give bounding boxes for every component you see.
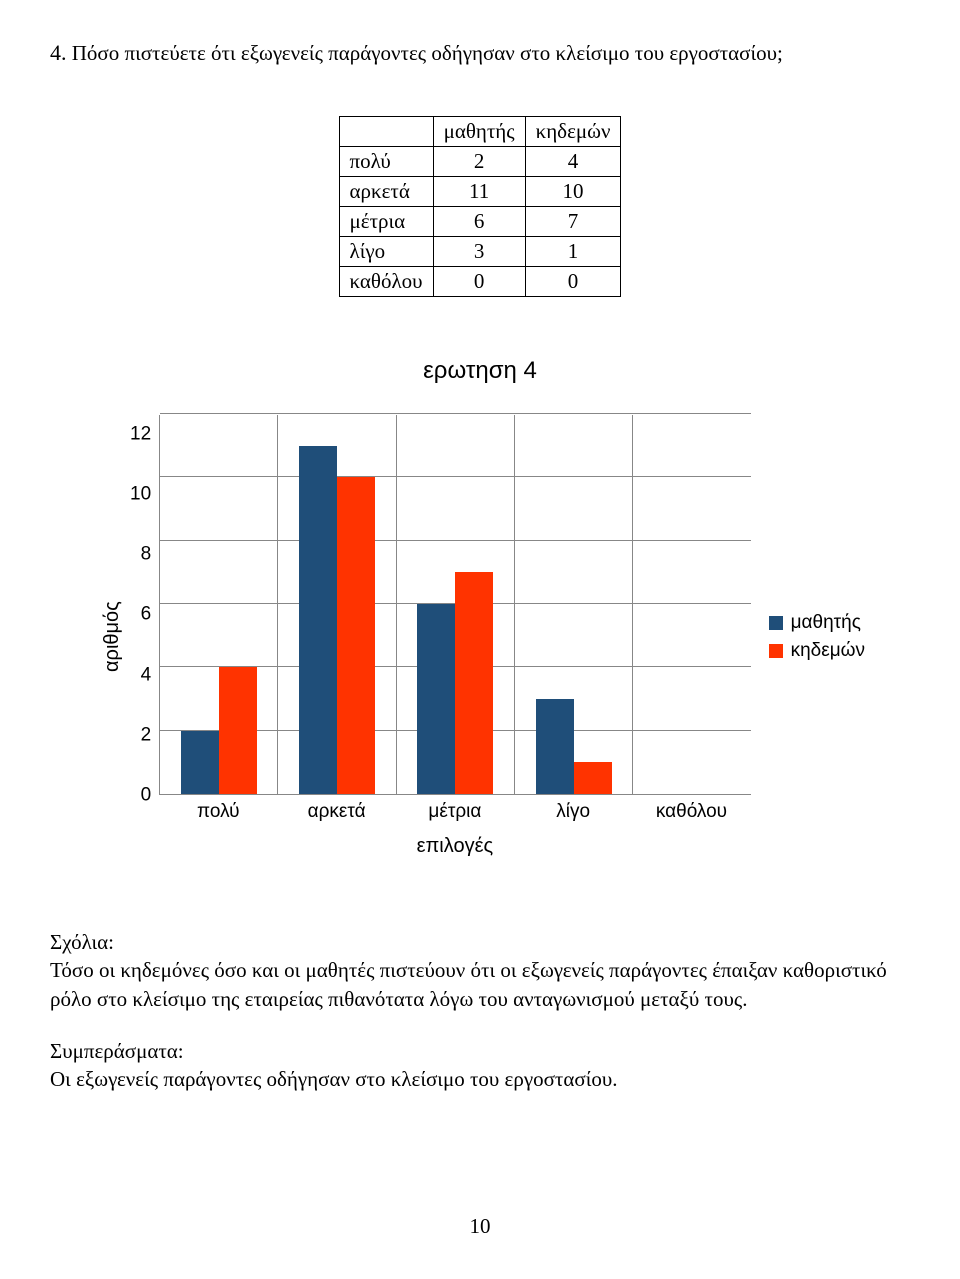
chart-bar bbox=[536, 699, 574, 794]
question-text: Πόσο πιστεύετε ότι εξωγενείς παράγοντες … bbox=[72, 41, 783, 65]
chart-bar bbox=[337, 477, 375, 794]
conclusion-block: Συμπεράσματα: Οι εξωγενείς παράγοντες οδ… bbox=[50, 1037, 910, 1094]
table-row: μέτρια67 bbox=[339, 207, 621, 237]
chart: ερωτηση 4 αριθμός 12 10 8 6 4 2 0 πολύαρκετάμέ… bbox=[95, 357, 865, 858]
commentary-block: Σχόλια: Τόσο οι κηδεμόνες όσο και οι μαθ… bbox=[50, 928, 910, 1013]
table-row: λίγο31 bbox=[339, 237, 621, 267]
chart-yaxis: 121086420 bbox=[130, 415, 159, 795]
chart-ylabel: αριθμός bbox=[95, 415, 130, 858]
chart-bar-group bbox=[397, 415, 515, 794]
data-table: μαθητής κηδεμών πολύ24αρκετά1110μέτρια67… bbox=[339, 116, 622, 297]
chart-bar-group bbox=[633, 415, 750, 794]
table-header-row: μαθητής κηδεμών bbox=[339, 117, 621, 147]
chart-bar bbox=[574, 762, 612, 794]
legend-label: μαθητής bbox=[791, 612, 861, 634]
table-cell-student: 3 bbox=[433, 237, 525, 267]
chart-title: ερωτηση 4 bbox=[95, 357, 865, 385]
chart-xtick: αρκετά bbox=[277, 795, 395, 823]
chart-bar-group bbox=[160, 415, 278, 794]
page-number: 10 bbox=[50, 1214, 910, 1239]
question-line: 4. Πόσο πιστεύετε ότι εξωγενείς παράγοντ… bbox=[50, 40, 910, 66]
legend-swatch bbox=[769, 616, 783, 630]
table-cell-student: 0 bbox=[433, 267, 525, 297]
chart-bar-group bbox=[515, 415, 633, 794]
conclusion-heading: Συμπεράσματα: bbox=[50, 1037, 910, 1065]
chart-bar-group bbox=[278, 415, 396, 794]
legend-label: κηδεμών bbox=[791, 640, 865, 662]
table-cell-student: 2 bbox=[433, 147, 525, 177]
chart-xtick: καθόλου bbox=[632, 795, 750, 823]
table-row: πολύ24 bbox=[339, 147, 621, 177]
chart-ytick: 6 bbox=[130, 605, 151, 624]
table-row: αρκετά1110 bbox=[339, 177, 621, 207]
table-header-blank bbox=[339, 117, 433, 147]
chart-legend-item: μαθητής bbox=[769, 612, 865, 634]
table-cell-student: 11 bbox=[433, 177, 525, 207]
chart-ytick: 12 bbox=[130, 425, 151, 444]
chart-plot-area bbox=[159, 415, 750, 795]
table-header-guardian: κηδεμών bbox=[525, 117, 621, 147]
table-cell-guardian: 4 bbox=[525, 147, 621, 177]
table-body: πολύ24αρκετά1110μέτρια67λίγο31καθόλου00 bbox=[339, 147, 621, 297]
table-cell-label: πολύ bbox=[339, 147, 433, 177]
chart-gridline bbox=[160, 413, 750, 414]
chart-xtick: πολύ bbox=[159, 795, 277, 823]
chart-ytick: 10 bbox=[130, 485, 151, 504]
table-cell-label: μέτρια bbox=[339, 207, 433, 237]
table-cell-guardian: 7 bbox=[525, 207, 621, 237]
commentary-heading: Σχόλια: bbox=[50, 928, 910, 956]
chart-bar bbox=[417, 604, 455, 794]
table-cell-guardian: 10 bbox=[525, 177, 621, 207]
chart-ytick: 4 bbox=[130, 665, 151, 684]
chart-bar bbox=[299, 446, 337, 794]
question-number: 4. bbox=[50, 40, 67, 65]
table-cell-guardian: 0 bbox=[525, 267, 621, 297]
chart-ytick: 8 bbox=[130, 545, 151, 564]
table-row: καθόλου00 bbox=[339, 267, 621, 297]
table-cell-label: αρκετά bbox=[339, 177, 433, 207]
chart-legend: μαθητής κηδεμών bbox=[751, 415, 865, 858]
chart-bar bbox=[181, 731, 219, 794]
table-cell-label: λίγο bbox=[339, 237, 433, 267]
chart-xtick: μέτρια bbox=[396, 795, 514, 823]
chart-ytick: 0 bbox=[130, 785, 151, 804]
chart-bar bbox=[219, 667, 257, 794]
commentary-body: Τόσο οι κηδεμόνες όσο και οι μαθητές πισ… bbox=[50, 956, 910, 1013]
chart-legend-item: κηδεμών bbox=[769, 640, 865, 662]
table-cell-guardian: 1 bbox=[525, 237, 621, 267]
conclusion-body: Οι εξωγενείς παράγοντες οδήγησαν στο κλε… bbox=[50, 1065, 910, 1093]
chart-xlabels: πολύαρκετάμέτριαλίγοκαθόλου bbox=[159, 795, 750, 823]
chart-ytick: 2 bbox=[130, 725, 151, 744]
chart-bar bbox=[455, 572, 493, 794]
chart-xlabel: επιλογές bbox=[159, 835, 750, 858]
table-cell-label: καθόλου bbox=[339, 267, 433, 297]
chart-xtick: λίγο bbox=[514, 795, 632, 823]
table-cell-student: 6 bbox=[433, 207, 525, 237]
legend-swatch bbox=[769, 644, 783, 658]
table-header-student: μαθητής bbox=[433, 117, 525, 147]
